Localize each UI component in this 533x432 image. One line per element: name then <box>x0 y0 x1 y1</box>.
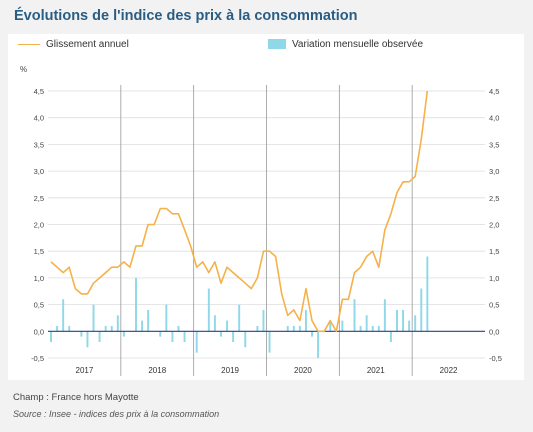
y-tick-label-left: 2,0 <box>34 221 44 230</box>
bar <box>232 331 235 342</box>
bar <box>62 299 65 332</box>
bar <box>377 325 380 332</box>
x-tick-label: 2017 <box>76 366 94 375</box>
bar <box>341 320 344 332</box>
legend-monthly-label: Variation mensuelle observée <box>292 39 424 50</box>
bar <box>56 325 59 332</box>
bar <box>426 256 429 332</box>
y-tick-label-right: 4,5 <box>489 87 499 96</box>
x-tick-label: 2018 <box>148 366 166 375</box>
bar <box>286 325 289 332</box>
y-tick-label-right: 1,5 <box>489 247 499 256</box>
bar <box>365 315 368 332</box>
bar <box>396 309 398 332</box>
bar <box>414 315 417 332</box>
bar <box>98 331 101 342</box>
bar <box>329 320 332 332</box>
y-tick-label-right: 4,0 <box>489 114 499 123</box>
legend-monthly: Variation mensuelle observée <box>268 39 423 50</box>
bar <box>195 331 198 353</box>
y-tick-label-right: 2,0 <box>489 221 499 230</box>
y-tick-label-left: 1,0 <box>34 274 44 283</box>
y-tick-label-left: 1,5 <box>34 247 44 256</box>
x-tick-label: 2022 <box>440 366 458 375</box>
y-tick-label-right: 0,5 <box>489 301 499 310</box>
bar <box>353 299 356 332</box>
y-tick-label-right: 1,0 <box>489 274 499 283</box>
bar <box>359 325 362 332</box>
bar <box>159 331 162 337</box>
bar <box>177 325 180 332</box>
chart-svg: -0,5 -0,5 0,0 0,0 0,5 0,5 1,0 1,0 1,5 1,5 2,0 2,0 2,… <box>31 85 502 376</box>
y-tick-label-right: 3,5 <box>489 140 499 149</box>
bar <box>420 288 423 332</box>
chart-title: Évolutions de l'indice des prix à la con… <box>14 8 358 24</box>
bar <box>244 331 247 348</box>
y-tick-label-left: 3,5 <box>34 140 44 149</box>
bar <box>68 325 71 332</box>
x-tick-label: 2019 <box>221 366 239 375</box>
bar <box>92 304 95 332</box>
bar <box>171 331 174 342</box>
bar <box>116 315 119 332</box>
y-tick-label-right: 0,0 <box>489 327 499 336</box>
bar <box>110 325 113 332</box>
bar <box>408 320 411 332</box>
bar <box>389 331 392 342</box>
bar <box>311 331 313 337</box>
bar <box>268 331 271 353</box>
y-tick-label-right: 2,5 <box>489 194 499 203</box>
bar <box>183 331 186 342</box>
bar <box>135 277 137 332</box>
y-tick-label-left: 3,0 <box>34 167 44 176</box>
bar <box>104 325 107 332</box>
bar <box>256 325 259 332</box>
y-tick-label-left: 4,5 <box>34 87 44 96</box>
y-tick-label-right: -0,5 <box>489 354 502 363</box>
footer-champ: Champ : France hors Mayotte <box>13 392 139 403</box>
series-line-annual <box>50 90 429 333</box>
bar <box>80 331 83 337</box>
bar <box>207 288 210 332</box>
bar <box>86 331 89 348</box>
bar <box>317 331 320 358</box>
bar <box>304 309 307 332</box>
bar <box>122 331 125 337</box>
y-tick-label-left: 2,5 <box>34 194 44 203</box>
y-tick-label-left: 4,0 <box>34 114 44 123</box>
y-tick-label-left: -0,5 <box>31 354 44 363</box>
bar <box>50 331 53 342</box>
bar <box>165 304 168 332</box>
legend-line-swatch <box>18 43 40 45</box>
bar <box>147 309 150 332</box>
legend-annual-label: Glissement annuel <box>46 39 129 50</box>
chart-panel: Glissement annuel Variation mensuelle ob… <box>8 34 524 380</box>
bar <box>262 309 265 332</box>
bar <box>298 325 301 332</box>
bar <box>220 331 222 337</box>
y-tick-label-left: 0,5 <box>34 301 44 310</box>
y-unit-label: % <box>20 65 28 74</box>
x-tick-label: 2021 <box>367 366 385 375</box>
bar <box>383 299 386 332</box>
bar <box>238 304 241 332</box>
x-tick-label: 2020 <box>294 366 312 375</box>
legend-bar-swatch <box>268 39 286 50</box>
y-tick-label-left: 0,0 <box>34 327 44 336</box>
bar <box>371 325 374 332</box>
footer-source: Source : Insee - indices des prix à la c… <box>13 409 220 419</box>
bar <box>226 320 229 332</box>
bar <box>402 309 405 332</box>
bar <box>213 315 216 332</box>
bar <box>141 320 144 332</box>
legend-annual: Glissement annuel <box>18 39 129 50</box>
bar <box>292 325 295 332</box>
y-tick-label-right: 3,0 <box>489 167 499 176</box>
